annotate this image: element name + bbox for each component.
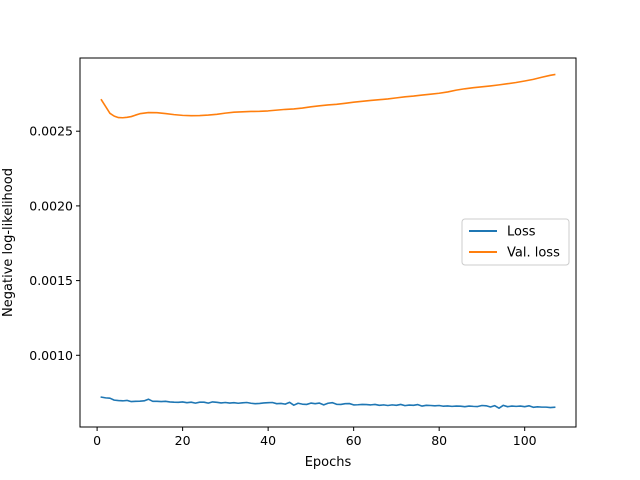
x-axis-label: Epochs	[305, 455, 352, 470]
series-line-loss	[100, 396, 556, 409]
series-line-val-loss	[100, 73, 556, 119]
x-tick-label: 40	[260, 433, 276, 448]
legend-label-val-loss: Val. loss	[507, 246, 560, 261]
x-tick-label: 0	[93, 433, 101, 448]
y-axis: 0.0010 0.0015 0.0020 0.0025	[29, 124, 80, 363]
x-axis: 0 20 40 60 80 100	[93, 427, 537, 448]
x-tick-label: 80	[431, 433, 447, 448]
y-tick-label: 0.0010	[29, 348, 73, 363]
plot-frame	[79, 57, 577, 428]
y-axis-label: Negative log-likelihood	[1, 168, 16, 317]
legend-label-loss: Loss	[507, 225, 536, 240]
x-tick-label: 100	[513, 433, 537, 448]
y-tick-label: 0.0025	[29, 124, 73, 139]
y-tick-label: 0.0020	[29, 198, 73, 213]
x-tick-label: 20	[175, 433, 191, 448]
legend: Loss Val. loss	[461, 218, 570, 266]
plot-lines	[100, 73, 556, 409]
x-tick-label: 60	[346, 433, 362, 448]
y-tick-label: 0.0015	[29, 273, 73, 288]
